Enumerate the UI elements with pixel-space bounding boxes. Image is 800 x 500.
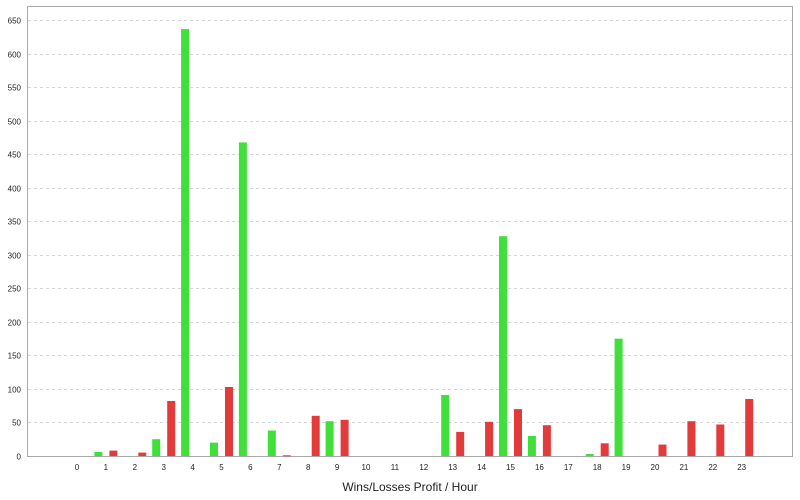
loss-bar	[600, 443, 609, 456]
y-tick-label: 50	[12, 419, 21, 428]
win-bar	[152, 439, 161, 456]
y-tick-label: 400	[8, 185, 22, 194]
win-bar	[238, 142, 247, 456]
win-bar	[499, 236, 507, 456]
x-tick-label: 10	[362, 463, 371, 472]
x-tick-label: 7	[277, 463, 282, 472]
win-bar	[181, 29, 190, 456]
loss-bar	[138, 452, 147, 456]
x-tick-label: 18	[593, 463, 602, 472]
y-tick-label: 150	[8, 352, 22, 361]
y-axis-ticks: 0 50 100 150 200 250 300 350 400 450 500 550 600 650	[8, 17, 22, 462]
bars	[94, 29, 754, 457]
x-tick-label: 14	[477, 463, 486, 472]
x-tick-label: 19	[622, 463, 631, 472]
loss-bar	[687, 421, 696, 456]
loss-bar	[282, 455, 291, 457]
x-tick-label: 22	[708, 463, 717, 472]
y-tick-label: 550	[8, 84, 22, 93]
x-tick-label: 21	[679, 463, 688, 472]
x-tick-label: 3	[161, 463, 166, 472]
win-bar	[94, 452, 103, 456]
loss-bar	[311, 415, 320, 456]
y-tick-label: 200	[8, 319, 22, 328]
x-tick-label: 0	[75, 463, 80, 472]
loss-bar	[514, 409, 522, 456]
loss-bar	[542, 425, 551, 456]
y-tick-label: 0	[17, 453, 22, 462]
y-tick-label: 300	[8, 252, 22, 261]
x-tick-label: 9	[335, 463, 340, 472]
loss-bar	[456, 431, 465, 456]
win-bar	[441, 395, 450, 456]
y-tick-label: 250	[8, 285, 22, 294]
win-bar	[325, 421, 334, 456]
x-tick-label: 2	[133, 463, 138, 472]
x-tick-label: 5	[219, 463, 224, 472]
y-tick-label: 350	[8, 218, 22, 227]
x-axis-ticks: 0 1 2 3 4 5 6 7 8 9 10 11 12 13 14 15 16 17 18 19 20 21 22 23	[75, 463, 747, 472]
plot-area	[27, 6, 793, 457]
x-tick-label: 17	[564, 463, 573, 472]
win-bar	[210, 442, 218, 456]
x-tick-label: 12	[419, 463, 428, 472]
x-tick-label: 1	[104, 463, 109, 472]
loss-bar	[225, 387, 233, 456]
win-bar	[267, 430, 276, 456]
win-bar	[614, 338, 623, 456]
loss-bar	[716, 424, 725, 456]
y-tick-label: 450	[8, 151, 22, 160]
x-tick-label: 20	[651, 463, 660, 472]
y-tick-label: 500	[8, 118, 22, 127]
x-tick-label: 6	[248, 463, 253, 472]
win-bar	[527, 435, 536, 456]
loss-bar	[745, 399, 754, 456]
loss-bar	[340, 419, 349, 456]
x-tick-label: 11	[391, 463, 400, 472]
loss-bar	[167, 401, 176, 456]
x-tick-label: 8	[306, 463, 311, 472]
y-tick-label: 100	[8, 386, 22, 395]
x-axis-title: Wins/Losses Profit / Hour	[342, 480, 477, 494]
x-tick-label: 23	[737, 463, 746, 472]
gridlines	[28, 20, 792, 423]
x-tick-label: 4	[190, 463, 195, 472]
win-bar	[585, 454, 594, 456]
y-tick-label: 600	[8, 51, 22, 60]
x-tick-label: 15	[506, 463, 515, 472]
x-tick-label: 13	[448, 463, 457, 472]
loss-bar	[658, 444, 667, 456]
loss-bar	[109, 450, 118, 456]
x-tick-label: 16	[535, 463, 544, 472]
loss-bar	[485, 421, 494, 456]
y-tick-label: 650	[8, 17, 22, 26]
